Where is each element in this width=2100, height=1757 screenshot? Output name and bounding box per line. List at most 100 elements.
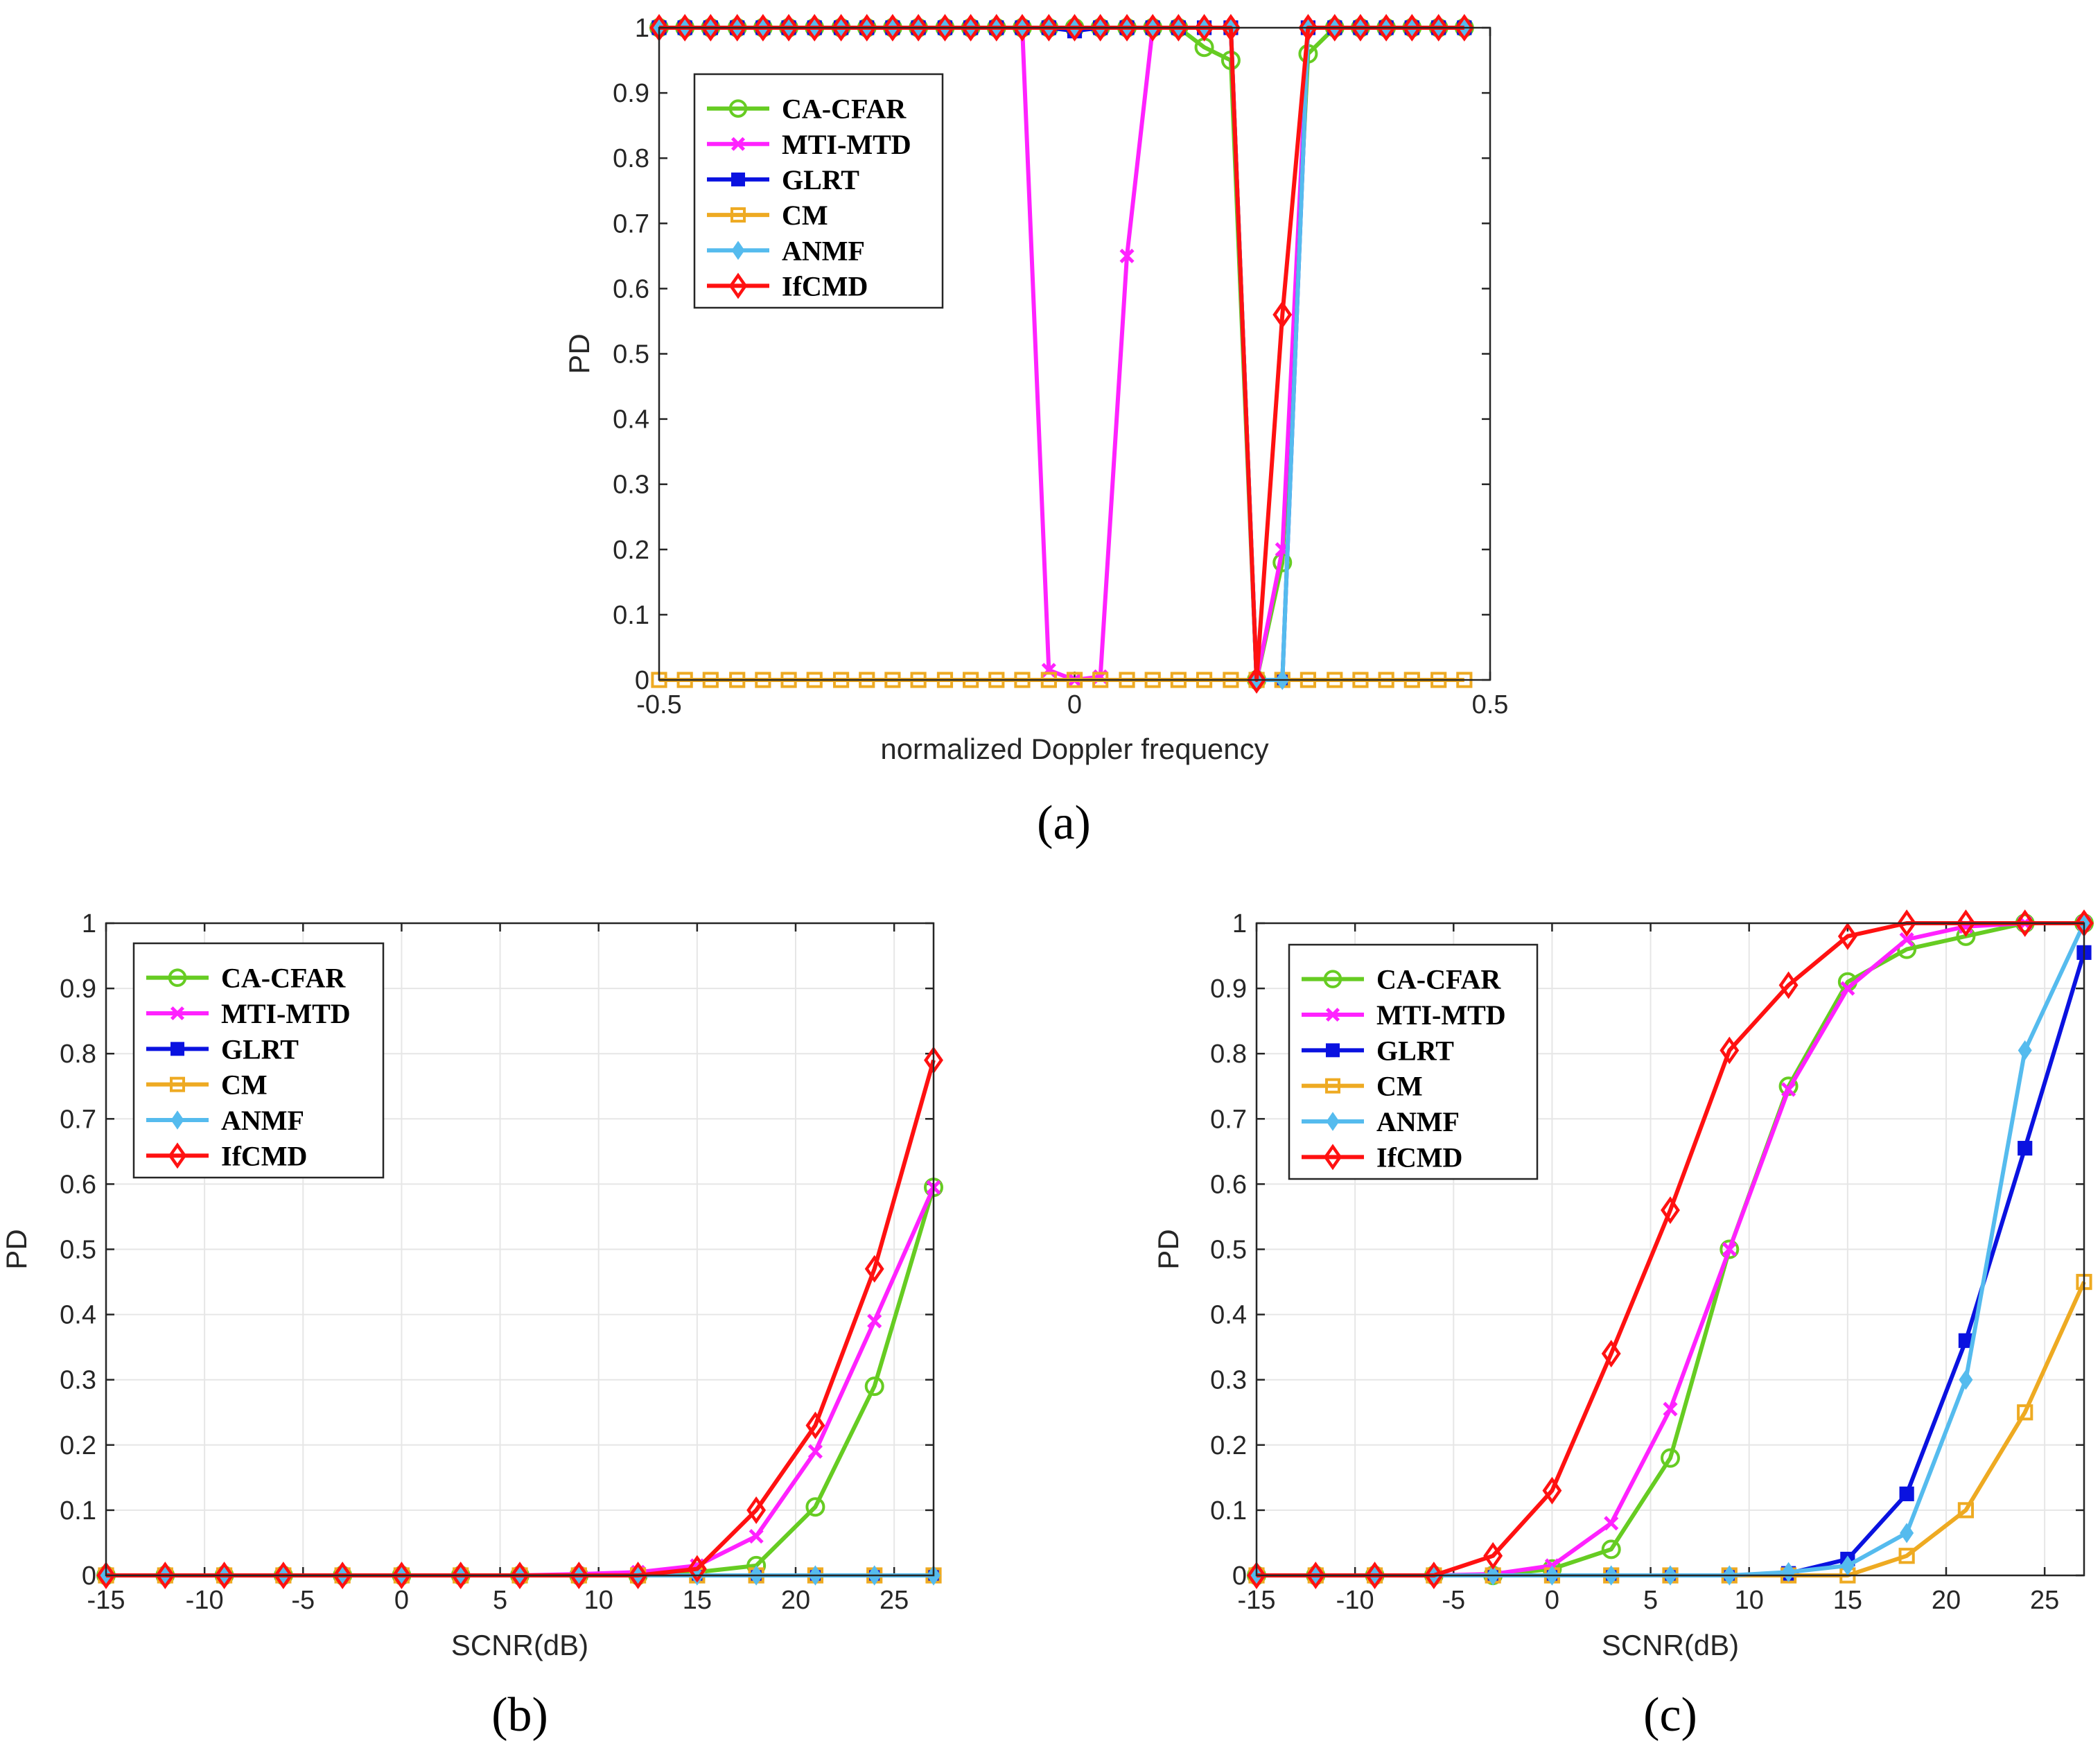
legend-label: GLRT: [782, 164, 859, 195]
data-point-ifcmd: [1298, 14, 1318, 42]
data-point-ifcmd: [1013, 14, 1032, 42]
data-point-ifcmd: [214, 1562, 234, 1589]
y-axis-label: PD: [0, 1229, 33, 1269]
data-point-ifcmd: [1601, 1340, 1621, 1367]
legend-label: MTI-MTD: [1376, 999, 1506, 1031]
y-tick-label: 0.5: [60, 1236, 96, 1265]
data-point-ifcmd: [882, 14, 902, 42]
legend-label: IfCMD: [1376, 1142, 1462, 1173]
data-point-ifcmd: [273, 1562, 293, 1589]
data-point-ifcmd: [1424, 1562, 1444, 1589]
legend: CA-CFAR MTI-MTD GLRT CM ANMF IfCMD: [1288, 943, 1539, 1180]
data-point-ifcmd: [961, 14, 981, 42]
x-axis-label: SCNR(dB): [1602, 1629, 1739, 1661]
y-tick-label: 0.7: [1210, 1105, 1247, 1134]
data-point-ifcmd: [746, 1496, 767, 1524]
legend-marker: [730, 137, 746, 151]
x-tick-label: -0.5: [636, 690, 681, 719]
legend-marker: [731, 241, 745, 261]
legend-marker: [168, 1142, 187, 1169]
x-tick-label: -10: [1336, 1586, 1374, 1615]
legend-marker: [168, 968, 187, 987]
data-point-cm: [1898, 1548, 1915, 1564]
data-point-ifcmd: [1778, 971, 1799, 999]
legend-marker: [170, 1110, 184, 1130]
y-tick-label: 0.9: [1210, 974, 1247, 1004]
x-tick-label: -10: [186, 1586, 224, 1615]
y-tick-label: 0.1: [1210, 1496, 1247, 1526]
x-tick-label: 0.5: [1472, 690, 1509, 719]
y-tick-label: 0.5: [613, 340, 649, 369]
legend-label: CA-CFAR: [221, 963, 346, 994]
y-tick-label: 0.2: [1210, 1431, 1247, 1460]
legend-marker: [731, 172, 745, 186]
legend-entry-mti-mtd: MTI-MTD: [1302, 999, 1506, 1031]
data-point-ifcmd: [687, 1555, 707, 1583]
data-point-cm: [2017, 1404, 2033, 1421]
legend-box: [1288, 943, 1539, 1180]
legend-marker: [1326, 1112, 1340, 1131]
y-tick-label: 0.4: [613, 405, 649, 435]
y-tick-label: 0.8: [1210, 1040, 1247, 1069]
y-tick-label: 0.4: [60, 1301, 96, 1330]
data-point-anmf: [1781, 1562, 1796, 1582]
legend-marker: [170, 1006, 185, 1021]
y-tick-label: 0.2: [613, 536, 649, 565]
x-tick-label: 10: [1735, 1586, 1764, 1615]
data-point-mti-mtd: [1722, 1241, 1737, 1257]
y-tick-label: 0: [82, 1562, 96, 1591]
data-point-ifcmd: [1272, 301, 1293, 329]
panel-c: -15 -10 -5 0 5 10 15 20 25 0 0.1 0.2 0.3 0.4 0.5 0.6 0.7…: [1152, 909, 2094, 1742]
y-tick-label: 0.9: [60, 974, 96, 1004]
data-point-ifcmd: [909, 14, 929, 42]
y-tick-label: 0.1: [60, 1496, 96, 1526]
legend-label: CM: [221, 1069, 268, 1101]
data-point-mti-mtd: [867, 1313, 882, 1329]
data-point-ifcmd: [753, 14, 773, 42]
x-tick-label: 15: [1833, 1586, 1862, 1615]
data-point-ifcmd: [727, 14, 747, 42]
x-tick-label: 25: [2030, 1586, 2059, 1615]
data-point-anmf: [1900, 1523, 1914, 1544]
y-tick-label: 0.5: [1210, 1236, 1247, 1265]
legend-entry-ifcmd: IfCMD: [146, 1140, 307, 1171]
legend-label: ANMF: [782, 235, 865, 266]
y-tick-label: 0: [635, 666, 649, 695]
legend-label: CM: [1376, 1071, 1423, 1102]
x-tick-label: 5: [493, 1586, 507, 1615]
legend-marker: [170, 1042, 184, 1056]
data-point-ifcmd: [1065, 14, 1085, 42]
data-point-ifcmd: [1542, 1476, 1562, 1505]
data-point-anmf: [2018, 1040, 2032, 1061]
y-tick-label: 0.9: [613, 79, 649, 108]
y-tick-label: 0.8: [613, 144, 649, 173]
legend-entry-anmf: ANMF: [146, 1105, 304, 1136]
panel-caption: (b): [491, 1688, 548, 1742]
data-point-ifcmd: [1402, 14, 1422, 42]
legend-label: ANMF: [221, 1105, 304, 1136]
data-point-mti-mtd: [749, 1528, 764, 1544]
data-point-ifcmd: [333, 1562, 353, 1589]
y-tick-label: 0.3: [60, 1366, 96, 1395]
data-point-ifcmd: [1428, 14, 1449, 42]
data-point-ifcmd: [155, 1562, 175, 1589]
data-point-ifcmd: [857, 14, 877, 42]
data-point-ifcmd: [1117, 14, 1137, 42]
data-point-ifcmd: [1454, 14, 1474, 42]
legend-entry-ifcmd: IfCMD: [707, 270, 868, 301]
legend: CA-CFAR MTI-MTD GLRT CM ANMF IfCMD: [132, 942, 385, 1179]
y-tick-label: 0.3: [1210, 1366, 1247, 1395]
legend-entry-ifcmd: IfCMD: [1302, 1142, 1462, 1173]
x-tick-label: -15: [1238, 1586, 1276, 1615]
x-axis-label: SCNR(dB): [451, 1629, 588, 1661]
y-tick-label: 0.3: [613, 471, 649, 500]
data-point-ifcmd: [1143, 14, 1163, 42]
legend-marker: [1326, 1043, 1340, 1058]
legend-label: CA-CFAR: [782, 94, 907, 125]
legend: CA-CFAR MTI-MTD GLRT CM ANMF IfCMD: [693, 73, 944, 309]
axes-frame: [1255, 922, 2085, 1577]
legend-label: MTI-MTD: [221, 998, 351, 1029]
panel-b: -15 -10 -5 0 5 10 15 20 25 0 0.1 0.2 0.3 0.4 0.5 0.6 0.7…: [0, 909, 943, 1742]
legend-entry-ca-cfar: CA-CFAR: [1302, 964, 1501, 995]
